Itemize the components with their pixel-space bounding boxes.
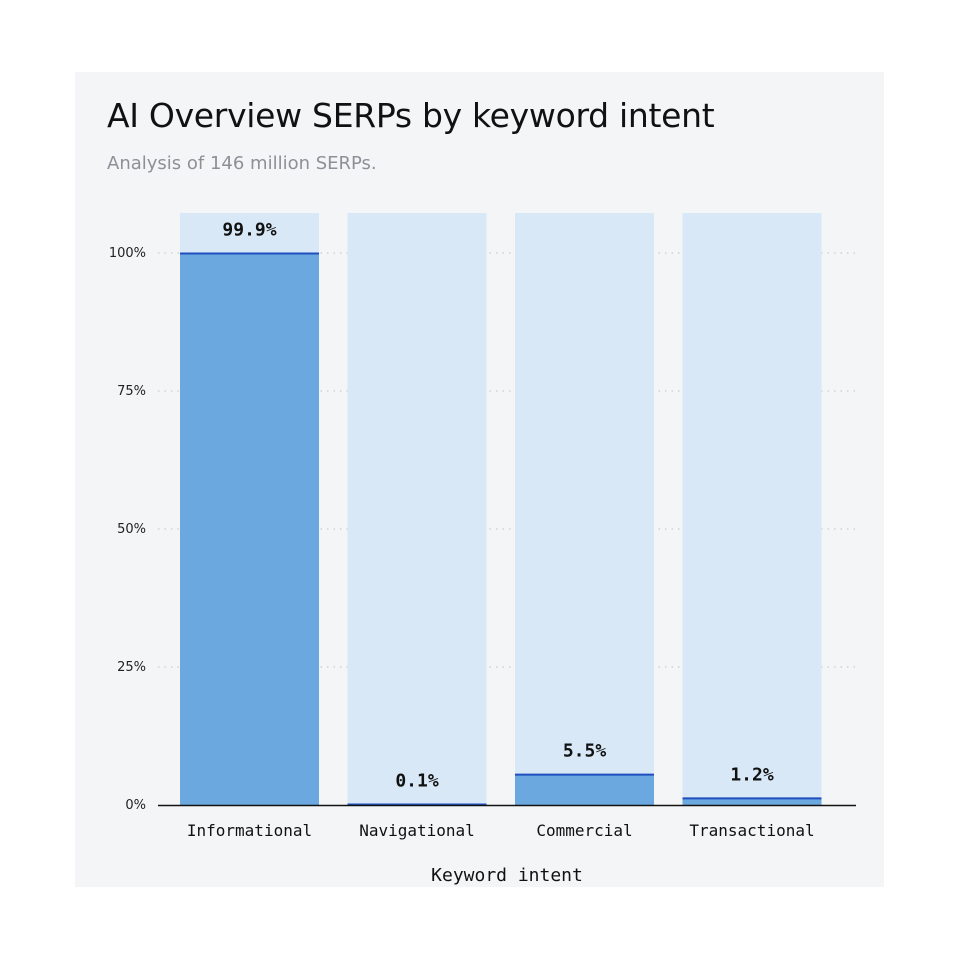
chart-title: AI Overview SERPs by keyword intent — [107, 96, 715, 135]
y-tick-label: 25% — [117, 660, 146, 675]
y-tick-label: 100% — [109, 246, 146, 261]
x-category-label: Transactional — [689, 821, 814, 840]
x-category-label: Navigational — [359, 821, 475, 840]
x-category-label: Informational — [187, 821, 312, 840]
bar-background — [347, 213, 487, 805]
bar — [180, 253, 319, 805]
x-category-label: Commercial — [536, 821, 632, 840]
data-label: 5.5% — [563, 741, 607, 762]
bar-background — [682, 213, 822, 805]
data-label: 1.2% — [730, 764, 774, 785]
y-tick-label: 50% — [117, 522, 146, 537]
data-label: 0.1% — [395, 770, 439, 791]
data-label: 99.9% — [222, 220, 276, 241]
bar — [682, 798, 822, 805]
bars: 99.9% 0.1% 5.5% 1.2% — [180, 213, 822, 806]
x-axis-title: Keyword intent — [431, 865, 583, 886]
y-tick-label: 75% — [117, 384, 146, 399]
y-axis-ticks: 0% 25% 50% 75% 100% — [109, 246, 146, 813]
x-axis-categories: Informational Navigational Commercial Trans… — [187, 821, 815, 840]
y-tick-label: 0% — [125, 798, 146, 813]
bar — [515, 774, 654, 805]
bar-background — [515, 213, 654, 805]
chart-subtitle: Analysis of 146 million SERPs. — [107, 153, 377, 174]
